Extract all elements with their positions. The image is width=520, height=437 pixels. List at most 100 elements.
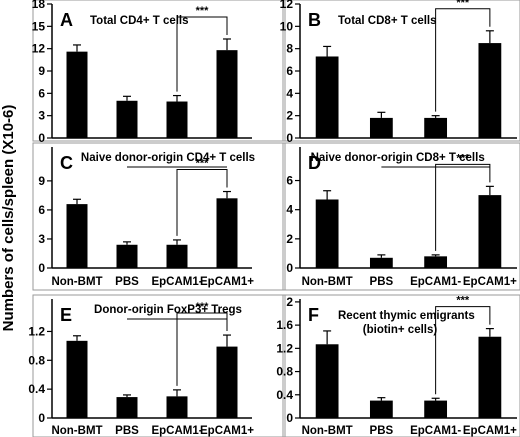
- y-tick-label: 0: [286, 131, 293, 145]
- panel-letter: A: [60, 10, 73, 30]
- category-label: EpCAM1-: [410, 276, 461, 288]
- significance-marker: ***: [456, 152, 470, 164]
- category-label: PBS: [370, 425, 394, 437]
- bar: [66, 51, 88, 139]
- bar: [315, 344, 339, 418]
- significance-marker: ***: [196, 301, 210, 313]
- y-tick-label: 1.2: [28, 324, 45, 338]
- y-tick-label: 6: [38, 86, 45, 100]
- bar: [66, 340, 88, 418]
- y-tick-label: 0: [286, 261, 293, 275]
- bar: [166, 244, 188, 268]
- panel-frame: [282, 142, 520, 291]
- bar: [424, 400, 448, 418]
- y-tick-label: 3: [38, 109, 45, 123]
- category-label: EpCAM1+: [200, 425, 254, 437]
- significance-bracket: [435, 163, 491, 251]
- bar: [315, 56, 339, 138]
- bar: [66, 204, 88, 268]
- chart-panel-b: 0 2 4 6 8 10 12 *** B Total CD8+ T cells: [280, 0, 520, 145]
- panel-letter: C: [60, 153, 73, 173]
- y-tick-label: 6: [38, 203, 45, 217]
- significance-bracket: [176, 312, 228, 386]
- significance-bracket: [176, 16, 228, 92]
- bar: [369, 400, 393, 418]
- y-tick-label: 0: [38, 261, 45, 275]
- y-tick-label: 10: [280, 19, 294, 33]
- category-label: Non-BMT: [302, 276, 353, 288]
- bar: [478, 336, 502, 418]
- y-tick-label: 0: [38, 131, 45, 145]
- category-label: PBS: [115, 425, 139, 437]
- chart-subtitle: (biotin+ cells): [363, 324, 438, 336]
- bar: [216, 346, 238, 418]
- panels: 0 3 6 9 12 15 18 *** A Total CD4+ T cells 0 2 4 6 8 10 1…: [28, 0, 520, 437]
- category-label: EpCAM1+: [200, 276, 254, 288]
- bar: [116, 244, 138, 268]
- y-tick-label: 9: [38, 64, 45, 78]
- bar: [216, 198, 238, 268]
- bar: [166, 396, 188, 418]
- category-label: Non-BMT: [51, 425, 102, 437]
- panel-frame: [32, 0, 286, 142]
- bar: [315, 199, 339, 268]
- y-tick-label: 1.2: [276, 341, 293, 355]
- bar: [116, 397, 138, 418]
- panel-frame: [32, 294, 286, 437]
- chart-panel-e: 0 0.4 0.8 1.2 Non-BMT PBS EpCAM1-EpCAM1+ *** E Do…: [28, 294, 286, 437]
- chart-title: Total CD8+ T cells: [338, 15, 437, 27]
- y-tick-label: 4: [286, 203, 293, 217]
- y-tick-label: 2: [286, 232, 293, 246]
- category-label: EpCAM1+: [463, 276, 517, 288]
- bar: [216, 50, 238, 138]
- category-label: EpCAM1+: [463, 425, 517, 437]
- y-tick-label: 12: [280, 0, 294, 11]
- chart-title: Recent thymic emigrants: [338, 310, 475, 322]
- y-tick-label: 4: [286, 86, 293, 100]
- panel-letter: F: [308, 305, 319, 325]
- y-tick-label: 9: [38, 174, 45, 188]
- bar: [478, 195, 502, 268]
- y-tick-label: 0.4: [28, 382, 45, 396]
- chart-title: Donor-origin FoxP3+ Tregs: [94, 304, 242, 316]
- bar: [478, 43, 502, 139]
- bar: [116, 100, 138, 138]
- y-tick-label: 0.8: [276, 365, 293, 379]
- y-tick-label: 1.6: [276, 318, 293, 332]
- significance-marker: ***: [456, 0, 470, 9]
- y-tick-label: 15: [32, 19, 46, 33]
- category-label: PBS: [370, 276, 394, 288]
- y-tick-label: 0: [286, 411, 293, 425]
- y-tick-label: 0: [38, 411, 45, 425]
- y-tick-label: 0.8: [28, 353, 45, 367]
- category-label: EpCAM1-: [151, 276, 202, 288]
- chart-title: Total CD4+ T cells: [90, 15, 189, 27]
- y-tick-label: 6: [286, 174, 293, 188]
- significance-marker: ***: [196, 5, 210, 17]
- panel-letter: B: [308, 10, 321, 30]
- panel-letter: E: [60, 305, 72, 325]
- significance-bracket: [435, 306, 491, 395]
- category-label: EpCAM1-: [151, 425, 202, 437]
- y-tick-label: 18: [32, 0, 46, 11]
- significance-marker: ***: [456, 295, 470, 307]
- chart-title: Naive donor-origin CD8+ T cells: [311, 152, 485, 164]
- bar: [369, 117, 393, 138]
- category-label: Non-BMT: [51, 276, 102, 288]
- y-tick-label: 12: [32, 42, 46, 56]
- panel-frame: [282, 294, 520, 437]
- y-tick-label: 8: [286, 42, 293, 56]
- category-label: Non-BMT: [302, 425, 353, 437]
- y-tick-label: 2: [286, 295, 293, 309]
- y-tick-label: 2: [286, 109, 293, 123]
- chart-panel-a: 0 3 6 9 12 15 18 *** A Total CD4+ T cells: [32, 0, 286, 145]
- category-label: EpCAM1-: [410, 425, 461, 437]
- panel-frame: [32, 142, 286, 291]
- bar: [424, 256, 448, 268]
- category-label: PBS: [115, 276, 139, 288]
- significance-bracket: [435, 8, 491, 112]
- bar: [369, 257, 393, 268]
